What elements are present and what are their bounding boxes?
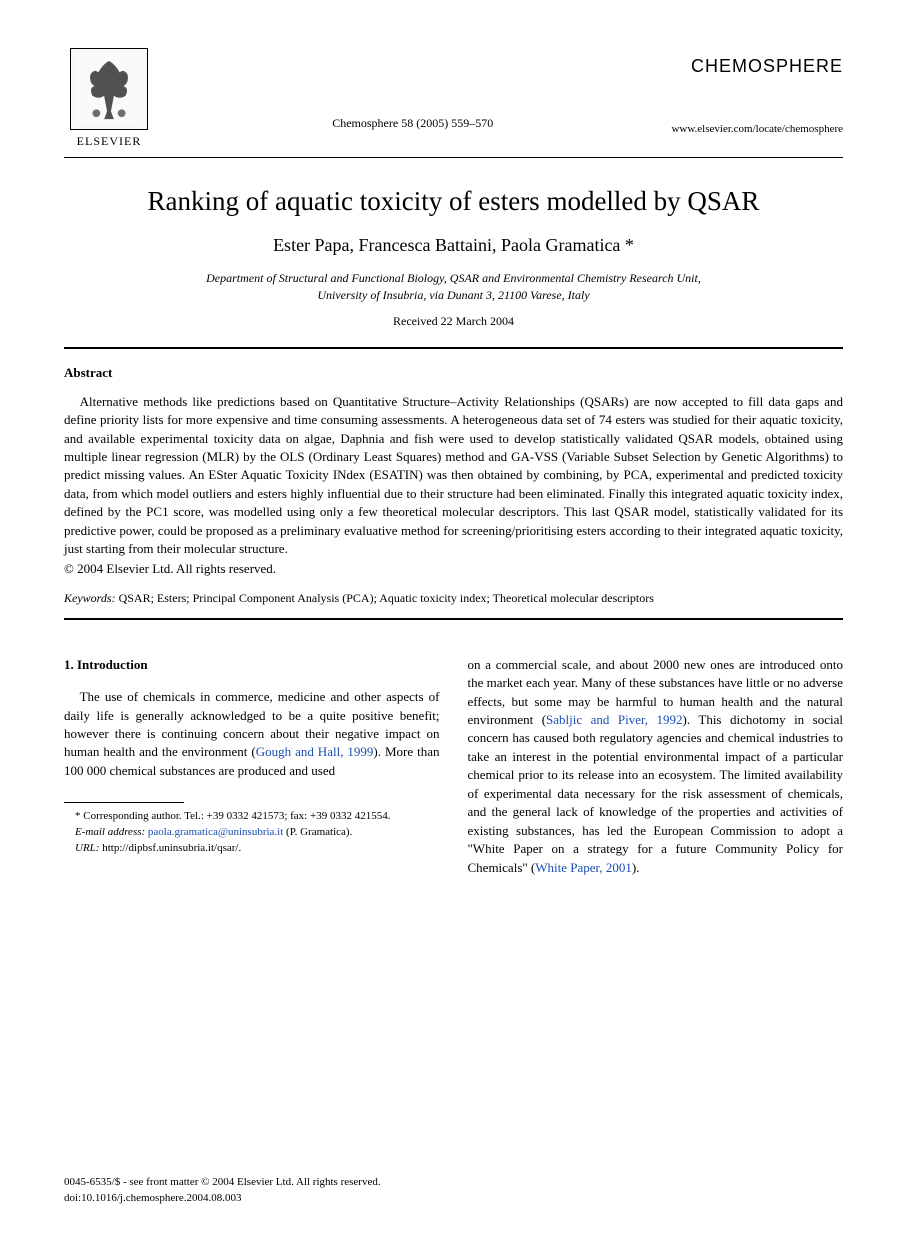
intro-paragraph-right: on a commercial scale, and about 2000 ne… [468,656,844,877]
keywords-line: Keywords: QSAR; Esters; Principal Compon… [64,591,843,606]
body-columns: 1. Introduction The use of chemicals in … [64,656,843,877]
introduction-heading: 1. Introduction [64,656,440,674]
intro2-end: ). [632,860,640,875]
authors-line: Ester Papa, Francesca Battaini, Paola Gr… [64,235,843,256]
doi-line: doi:10.1016/j.chemosphere.2004.08.003 [64,1191,381,1206]
corresponding-author-note: * Corresponding author. Tel.: +39 0332 4… [64,809,440,825]
abstract-body: Alternative methods like predictions bas… [64,393,843,559]
footnote-separator [64,802,184,803]
url-line: URL: http://dipbsf.uninsubria.it/qsar/. [64,841,440,857]
journal-url[interactable]: www.elsevier.com/locate/chemosphere [671,123,843,135]
citation-white-paper[interactable]: White Paper, 2001 [535,860,632,875]
publisher-name: ELSEVIER [77,134,142,149]
received-date: Received 22 March 2004 [64,314,843,329]
email-address[interactable]: paola.gramatica@uninsubria.it [148,826,283,838]
column-right: on a commercial scale, and about 2000 ne… [468,656,844,877]
intro-paragraph-left: The use of chemicals in commerce, medici… [64,688,440,780]
keywords-label: Keywords: [64,591,116,605]
email-paren: (P. Gramatica). [286,826,352,838]
journal-name: CHEMOSPHERE [671,56,843,77]
citation-gough-hall[interactable]: Gough and Hall, 1999 [256,744,374,759]
copyright-line: © 2004 Elsevier Ltd. All rights reserved… [64,561,843,577]
affiliation: Department of Structural and Functional … [64,270,843,304]
article-title: Ranking of aquatic toxicity of esters mo… [64,186,843,217]
intro2-mid: ). This dichotomy in social concern has … [468,712,844,875]
abstract-heading: Abstract [64,365,843,381]
affiliation-line2: University of Insubria, via Dunant 3, 21… [317,288,589,302]
elsevier-tree-icon [70,48,148,130]
keywords-text: QSAR; Esters; Principal Component Analys… [116,591,654,605]
author-url[interactable]: http://dipbsf.uninsubria.it/qsar/. [102,842,241,854]
column-left: 1. Introduction The use of chemicals in … [64,656,440,877]
rule-abstract-bottom [64,618,843,620]
journal-name-block: CHEMOSPHERE www.elsevier.com/locate/chem… [671,48,843,135]
front-matter-line: 0045-6535/$ - see front matter © 2004 El… [64,1175,381,1190]
rule-top-thin [64,157,843,158]
bottom-metadata: 0045-6535/$ - see front matter © 2004 El… [64,1175,381,1206]
citation-sabljic-piver[interactable]: Sabljic and Piver, 1992 [546,712,683,727]
footnotes-block: * Corresponding author. Tel.: +39 0332 4… [64,809,440,857]
corr-text: Corresponding author. Tel.: +39 0332 421… [83,810,390,822]
citation-line: Chemosphere 58 (2005) 559–570 [154,48,671,131]
email-label: E-mail address: [75,826,145,838]
publisher-logo-block: ELSEVIER [64,48,154,149]
url-label: URL: [75,842,99,854]
header-row: ELSEVIER Chemosphere 58 (2005) 559–570 C… [64,48,843,149]
affiliation-line1: Department of Structural and Functional … [206,271,701,285]
email-line: E-mail address: paola.gramatica@uninsubr… [64,825,440,841]
